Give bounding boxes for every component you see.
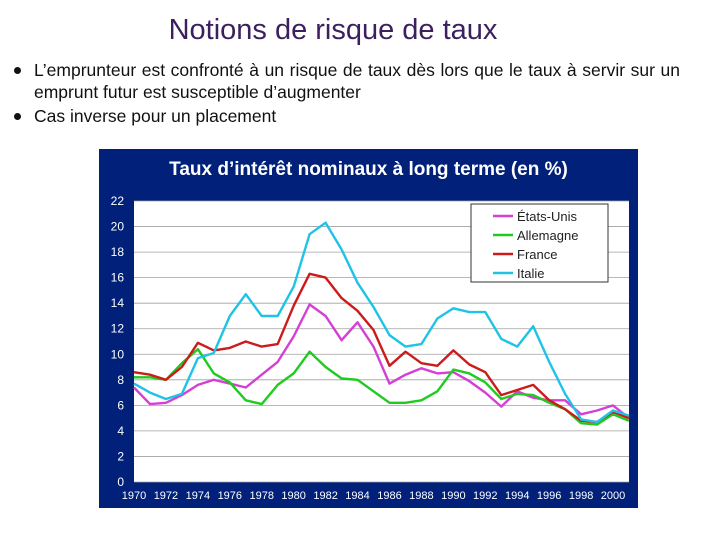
- x-tick-label: 1994: [505, 490, 529, 502]
- legend-box: [470, 203, 609, 283]
- y-tick-label: 6: [117, 398, 124, 412]
- x-tick-label: 1996: [537, 490, 561, 502]
- bullet-text: L’emprunteur est confronté à un risque d…: [34, 60, 680, 102]
- x-tick-label: 1984: [345, 490, 369, 502]
- series-line: [133, 221, 630, 424]
- y-tick-label: 8: [117, 373, 124, 387]
- y-tick-label: 0: [117, 475, 124, 489]
- y-tick-label: 2: [117, 449, 124, 463]
- y-tick-label: 20: [111, 220, 125, 234]
- legend-label: France: [517, 247, 557, 262]
- chart-title: Taux d’intérêt nominaux à long terme (en…: [169, 159, 568, 180]
- legend-label: Italie: [517, 266, 544, 281]
- bullet-dot-icon: [14, 67, 21, 74]
- series-line: [134, 347, 630, 426]
- y-tick-label: 4: [117, 424, 124, 438]
- x-tick-label: 1978: [249, 490, 273, 502]
- legend-label: Allemagne: [517, 228, 578, 243]
- y-tick-label: 18: [111, 245, 125, 259]
- y-tick-label: 14: [111, 296, 125, 310]
- y-tick-label: 12: [111, 322, 125, 336]
- bullet-item: Cas inverse pour un placement: [14, 105, 680, 127]
- bullet-list: L’emprunteur est confronté à un risque d…: [14, 59, 680, 129]
- series-line: [133, 303, 630, 420]
- x-tick-label: 1976: [218, 490, 242, 502]
- y-tick-label: 16: [111, 271, 125, 285]
- y-tick-label: 10: [111, 347, 125, 361]
- page-title: Notions de risque de taux: [168, 14, 498, 46]
- x-tick-label: 1974: [186, 490, 210, 502]
- x-tick-label: 1972: [154, 490, 178, 502]
- x-tick-label: 1986: [377, 490, 401, 502]
- x-tick-label: 2000: [601, 490, 625, 502]
- legend-label: États-Unis: [517, 209, 577, 224]
- x-tick-label: 1970: [122, 490, 146, 502]
- series-line: [133, 272, 630, 424]
- x-tick-label: 1992: [473, 490, 497, 502]
- x-tick-label: 1988: [409, 490, 433, 502]
- chart-svg: Taux d’intérêt nominaux à long terme (en…: [99, 149, 638, 508]
- bullet-text: Cas inverse pour un placement: [34, 106, 277, 126]
- chart: Taux d’intérêt nominaux à long terme (en…: [99, 149, 638, 508]
- x-tick-label: 1990: [441, 490, 465, 502]
- x-tick-label: 1982: [313, 490, 337, 502]
- bullet-dot-icon: [14, 113, 21, 120]
- x-tick-label: 1998: [569, 490, 593, 502]
- x-tick-label: 1980: [281, 490, 305, 502]
- y-tick-label: 22: [111, 194, 125, 208]
- bullet-item: L’emprunteur est confronté à un risque d…: [14, 59, 680, 103]
